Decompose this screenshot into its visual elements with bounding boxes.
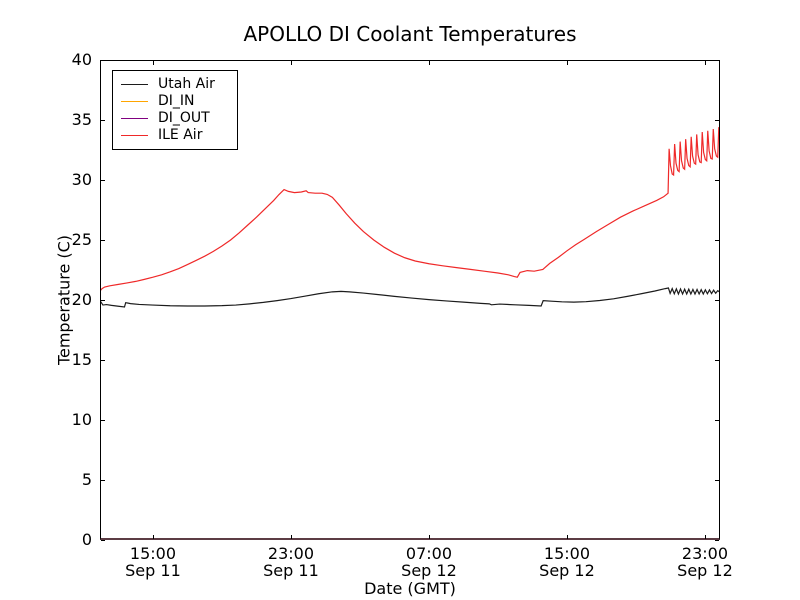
x-tick-date: Sep 12 bbox=[539, 561, 595, 580]
tick-mark bbox=[101, 120, 105, 121]
legend-label-utah-air: Utah Air bbox=[158, 76, 215, 92]
x-tick-time: 15:00 bbox=[129, 544, 177, 563]
tick-mark bbox=[101, 180, 105, 181]
legend-entry-utah-air: Utah Air bbox=[121, 76, 229, 93]
tick-mark bbox=[101, 480, 105, 481]
x-tick-time: 07:00 bbox=[405, 544, 453, 563]
series-line-ile-air bbox=[100, 127, 720, 292]
y-tick-label: 25 bbox=[71, 230, 92, 249]
tick-mark bbox=[704, 535, 706, 539]
y-tick-label: 15 bbox=[71, 350, 92, 369]
tick-mark bbox=[101, 60, 105, 61]
legend-label-di-out: DI_OUT bbox=[158, 110, 210, 126]
series-line-utah-air bbox=[100, 287, 720, 308]
tick-mark bbox=[715, 120, 719, 121]
tick-mark bbox=[715, 180, 719, 181]
tick-mark bbox=[290, 61, 292, 65]
x-tick-date: Sep 11 bbox=[263, 561, 319, 580]
tick-mark bbox=[566, 61, 568, 65]
y-tick-label: 30 bbox=[71, 170, 92, 189]
tick-mark bbox=[101, 240, 105, 241]
y-tick-label: 0 bbox=[81, 530, 92, 549]
tick-mark bbox=[715, 240, 719, 241]
x-axis-title: Date (GMT) bbox=[364, 579, 456, 598]
x-tick-label: 15:00 Sep 12 bbox=[539, 545, 595, 579]
legend-line-sample-di-out bbox=[121, 118, 148, 119]
legend-entry-di-in: DI_IN bbox=[121, 93, 229, 110]
legend-box: Utah Air DI_IN DI_OUT ILE Air bbox=[112, 70, 238, 150]
tick-mark bbox=[715, 480, 719, 481]
x-tick-label: 23:00 Sep 12 bbox=[677, 545, 733, 579]
y-tick-label: 35 bbox=[71, 110, 92, 129]
legend-line-sample-ile-air bbox=[121, 135, 148, 136]
x-tick-time: 15:00 bbox=[543, 544, 591, 563]
legend-entry-ile-air: ILE Air bbox=[121, 127, 229, 144]
tick-mark bbox=[101, 540, 105, 541]
tick-mark bbox=[704, 61, 706, 65]
legend-line-sample-utah-air bbox=[121, 84, 148, 85]
legend-label-di-in: DI_IN bbox=[158, 93, 195, 109]
tick-mark bbox=[152, 535, 154, 539]
chart-title: APOLLO DI Coolant Temperatures bbox=[243, 22, 577, 46]
legend-line-sample-di-in bbox=[121, 101, 148, 102]
y-tick-label: 40 bbox=[71, 50, 92, 69]
legend-entry-di-out: DI_OUT bbox=[121, 110, 229, 127]
tick-mark bbox=[428, 535, 430, 539]
tick-mark bbox=[152, 61, 154, 65]
legend-label-ile-air: ILE Air bbox=[158, 127, 203, 143]
y-tick-label: 20 bbox=[71, 290, 92, 309]
tick-mark bbox=[290, 535, 292, 539]
x-tick-date: Sep 12 bbox=[677, 561, 733, 580]
x-tick-label: 23:00 Sep 11 bbox=[263, 545, 319, 579]
tick-mark bbox=[715, 360, 719, 361]
tick-mark bbox=[101, 360, 105, 361]
x-tick-time: 23:00 bbox=[681, 544, 729, 563]
tick-mark bbox=[101, 420, 105, 421]
tick-mark bbox=[715, 420, 719, 421]
x-tick-label: 07:00 Sep 12 bbox=[401, 545, 457, 579]
tick-mark bbox=[101, 300, 105, 301]
x-tick-time: 23:00 bbox=[267, 544, 315, 563]
y-tick-label: 5 bbox=[81, 470, 92, 489]
x-tick-label: 15:00 Sep 11 bbox=[125, 545, 181, 579]
tick-mark bbox=[566, 535, 568, 539]
y-tick-label: 10 bbox=[71, 410, 92, 429]
tick-mark bbox=[715, 540, 719, 541]
tick-mark bbox=[715, 300, 719, 301]
x-tick-date: Sep 11 bbox=[125, 561, 181, 580]
tick-mark bbox=[715, 60, 719, 61]
x-tick-date: Sep 12 bbox=[401, 561, 457, 580]
tick-mark bbox=[428, 61, 430, 65]
axes-spines bbox=[100, 60, 720, 540]
